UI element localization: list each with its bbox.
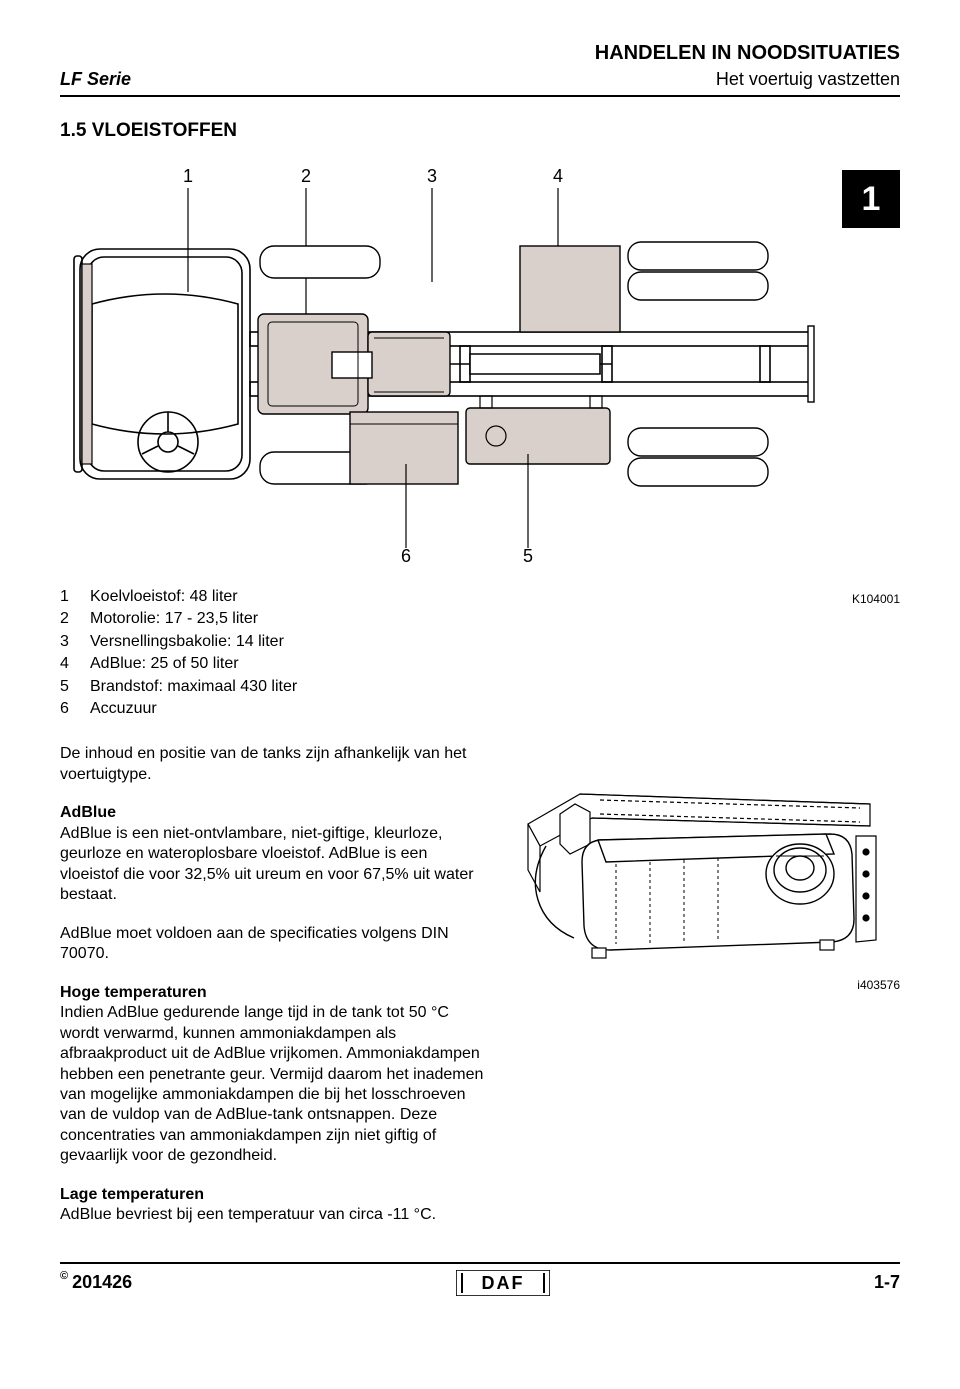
section-name: Het voertuig vastzetten	[716, 68, 900, 91]
adblue-body: AdBlue is een niet-ontvlambare, niet-gif…	[60, 825, 474, 903]
hoge-title: Hoge temperaturen	[60, 984, 207, 1001]
legend-text: Accuzuur	[90, 698, 157, 720]
page-number: 1-7	[874, 1271, 900, 1294]
legend-item: 2 Motorolie: 17 - 23,5 liter	[60, 608, 852, 630]
svg-text:4: 4	[553, 166, 563, 186]
fluid-legend: 1 Koelvloeistof: 48 liter 2 Motorolie: 1…	[60, 586, 852, 720]
page-header: LF Serie Het voertuig vastzetten	[60, 68, 900, 97]
svg-text:1: 1	[183, 166, 193, 186]
legend-num: 3	[60, 631, 74, 653]
legend-item: 6 Accuzuur	[60, 698, 852, 720]
adblue-title: AdBlue	[60, 804, 116, 821]
legend-num: 5	[60, 676, 74, 698]
adblue-tank-diagram: i403576	[520, 744, 900, 994]
legend-num: 6	[60, 698, 74, 720]
legend-item: 1 Koelvloeistof: 48 liter	[60, 586, 852, 608]
chassis-top-diagram: 1 2 3 4	[60, 164, 824, 574]
intro-paragraph: De inhoud en positie van de tanks zijn a…	[60, 744, 490, 785]
svg-text:3: 3	[427, 166, 437, 186]
copyright-icon: ©	[60, 1269, 68, 1283]
legend-item: 3 Versnellingsbakolie: 14 liter	[60, 631, 852, 653]
section-title: 1.5 VLOEISTOFFEN	[60, 119, 900, 144]
legend-text: Versnellingsbakolie: 14 liter	[90, 631, 284, 653]
legend-num: 1	[60, 586, 74, 608]
hoge-section: Hoge temperaturen Indien AdBlue gedurend…	[60, 983, 490, 1167]
legend-text: Koelvloeistof: 48 liter	[90, 586, 238, 608]
legend-text: AdBlue: 25 of 50 liter	[90, 653, 239, 675]
legend-text: Brandstof: maximaal 430 liter	[90, 676, 297, 698]
svg-text:5: 5	[523, 546, 533, 566]
footer-docnum: © 201426	[60, 1271, 132, 1294]
lage-body: AdBlue bevriest bij een temperatuur van …	[60, 1206, 436, 1223]
spec-paragraph: AdBlue moet voldoen aan de specificaties…	[60, 924, 490, 965]
chapter-header: HANDELEN IN NOODSITUATIES	[60, 40, 900, 66]
legend-text: Motorolie: 17 - 23,5 liter	[90, 608, 258, 630]
svg-text:2: 2	[301, 166, 311, 186]
figure-code: i403576	[520, 978, 900, 994]
lage-section: Lage temperaturen AdBlue bevriest bij ee…	[60, 1185, 490, 1226]
legend-num: 2	[60, 608, 74, 630]
chapter-number-box: 1	[842, 170, 900, 228]
hoge-body: Indien AdBlue gedurende lange tijd in de…	[60, 1004, 483, 1164]
daf-logo: DAF	[456, 1270, 550, 1296]
svg-text:6: 6	[401, 546, 411, 566]
doc-number: 201426	[72, 1271, 132, 1294]
adblue-section: AdBlue AdBlue is een niet-ontvlambare, n…	[60, 803, 490, 905]
legend-num: 4	[60, 653, 74, 675]
page-footer: © 201426 DAF 1-7	[60, 1262, 900, 1296]
svg-text:DAF: DAF	[482, 1273, 525, 1293]
model-series: LF Serie	[60, 68, 131, 91]
legend-item: 4 AdBlue: 25 of 50 liter	[60, 653, 852, 675]
legend-item: 5 Brandstof: maximaal 430 liter	[60, 676, 852, 698]
figure-code: K104001	[852, 586, 900, 608]
lage-title: Lage temperaturen	[60, 1186, 204, 1203]
